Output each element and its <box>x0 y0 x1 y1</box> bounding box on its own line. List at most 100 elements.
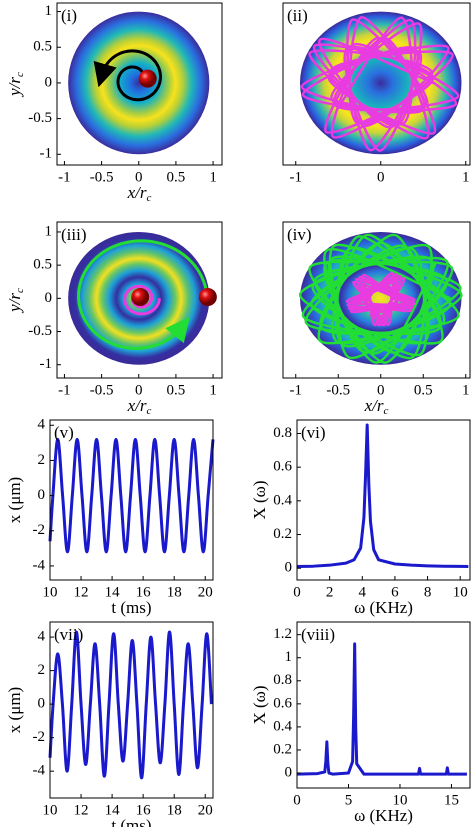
x-tick-label: 5 <box>345 792 353 808</box>
y-tick-label: 2 <box>38 662 46 678</box>
x-tick-label: 15 <box>444 792 459 808</box>
y-tick-label: 0.8 <box>273 425 292 441</box>
x-tick-label: 10 <box>43 584 58 600</box>
trajectory <box>298 233 463 364</box>
panel: 0 5 10 15 0 0.2 0.4 0.6 0.8 1 1.2 (viii) ω (KHz) X (ω… <box>250 621 471 825</box>
x-axis-label-main: x/r <box>127 183 147 202</box>
y-tick-label: 0.8 <box>273 672 292 688</box>
x-tick-label: 0.5 <box>167 382 186 398</box>
x-tick-label: 0 <box>135 169 143 185</box>
x-tick-label: 8 <box>424 584 432 600</box>
x-axis-label-sub: c <box>384 405 389 417</box>
panel-label: (iv) <box>287 225 312 244</box>
y-tick-label: 0.5 <box>33 257 52 273</box>
y-tick-label: 0 <box>45 74 53 90</box>
trajectory <box>345 271 416 327</box>
y-tick-label: 2 <box>38 452 46 468</box>
x-tick-label: -1 <box>58 169 71 185</box>
y-tick-label: 1.2 <box>273 626 292 642</box>
y-tick-label: -2 <box>33 522 46 538</box>
y-tick-label: 0 <box>285 764 293 780</box>
y-tick-label: 4 <box>38 417 46 433</box>
x-tick-label: 4 <box>359 584 367 600</box>
axes-box <box>56 221 223 379</box>
panel: -1 -0.5 0 0.5 1-1-0.500.51 (i)x/rcy/rc <box>5 2 223 204</box>
x-axis-label-main: t (ms) <box>111 598 151 617</box>
panel: -1 -0.5 0 0.5 1 (iv) x/rc <box>282 221 471 417</box>
y-axis-label: x (μm) <box>5 687 24 733</box>
particle <box>131 288 150 307</box>
y-tick-label: 0 <box>38 696 46 712</box>
panel: 10 12 14 16 18 20 -4 -2 0 2 4 (v) t (ms) x (μm) <box>5 417 215 617</box>
y-tick-label: 0.4 <box>273 492 292 508</box>
panel-label: (v) <box>54 423 74 442</box>
y-axis-label: X (ω) <box>250 685 269 724</box>
x-tick-label: 1 <box>462 169 470 185</box>
axes-box <box>56 2 223 166</box>
line-series <box>296 642 467 776</box>
x-tick-label: 16 <box>136 584 152 600</box>
x-axis-label: x/rc <box>364 396 389 417</box>
y-axis-label: y/rc <box>5 288 26 314</box>
x-tick-label: -1 <box>290 382 303 398</box>
potential-disk <box>68 11 210 155</box>
x-tick-label: -0.5 <box>90 169 114 185</box>
panel-label: (viii) <box>301 625 335 644</box>
y-tick-label: 0.5 <box>33 39 52 55</box>
y-tick-label: -1 <box>40 356 53 372</box>
line-series <box>296 423 469 569</box>
y-axis-label: X (ω) <box>250 480 269 519</box>
x-tick-label: -1 <box>58 382 71 398</box>
y-tick-label: 0.2 <box>273 526 292 542</box>
y-axis-label-main: x (μm) <box>5 687 24 733</box>
y-axis-label: x (μm) <box>5 477 24 523</box>
x-axis-label: t (ms) <box>111 816 151 827</box>
x-axis-label-main: x/r <box>127 396 147 415</box>
x-tick-label: -0.5 <box>326 382 350 398</box>
y-tick-label: 4 <box>38 629 46 645</box>
x-tick-label: 1 <box>462 382 470 398</box>
x-tick-label: 0.5 <box>414 382 433 398</box>
x-axis-label-main: t (ms) <box>111 816 151 827</box>
y-tick-label: 1 <box>45 3 53 19</box>
x-axis-label-main: ω (KHz) <box>354 806 413 825</box>
x-tick-label: 10 <box>392 792 407 808</box>
x-tick-label: 14 <box>105 584 121 600</box>
x-axis-label: x/rc <box>127 396 152 417</box>
axes-box <box>49 419 214 581</box>
x-tick-label: 12 <box>74 802 89 818</box>
x-axis-label: x/rc <box>127 183 152 204</box>
x-tick-label: 0 <box>377 382 385 398</box>
x-tick-label: 6 <box>391 584 399 600</box>
x-tick-label: 20 <box>198 584 213 600</box>
y-axis-label: y/rc <box>5 72 26 98</box>
x-axis-label-sub: c <box>147 192 152 204</box>
particle <box>198 288 217 307</box>
x-tick-label: 10 <box>43 802 58 818</box>
trajectory <box>77 239 209 350</box>
y-axis-label-main: y/r <box>5 293 24 314</box>
axes-box <box>282 2 471 166</box>
panel: -1 -0.5 0 0.5 1-1-0.500.51 (iii)x/rcy/rc <box>5 221 223 417</box>
y-tick-label: -2 <box>33 729 46 745</box>
x-tick-label: 20 <box>198 802 213 818</box>
x-axis-label: ω (KHz) <box>354 598 413 617</box>
y-tick-label: 0 <box>285 560 293 576</box>
y-axis-label-main: X (ω) <box>250 685 269 724</box>
axes-box <box>296 419 471 581</box>
x-tick-label: 1 <box>209 169 217 185</box>
y-axis-label-main: X (ω) <box>250 480 269 519</box>
y-tick-label: -4 <box>33 763 46 779</box>
x-tick-label: -0.5 <box>90 382 114 398</box>
x-axis-label: t (ms) <box>111 598 151 617</box>
line-series <box>48 437 215 554</box>
axes-box <box>296 621 471 789</box>
panel: 0 2 4 6 8 10 0 0.2 0.4 0.6 0.8 (vi) ω (KHz) X (ω) <box>250 419 471 617</box>
x-tick-label: 16 <box>136 802 152 818</box>
x-tick-label: 14 <box>105 802 121 818</box>
x-tick-label: 0 <box>135 382 143 398</box>
x-tick-label: 0 <box>293 584 301 600</box>
x-tick-label: 18 <box>167 584 182 600</box>
y-tick-label: 0 <box>38 487 46 503</box>
y-tick-label: -1 <box>40 146 53 162</box>
